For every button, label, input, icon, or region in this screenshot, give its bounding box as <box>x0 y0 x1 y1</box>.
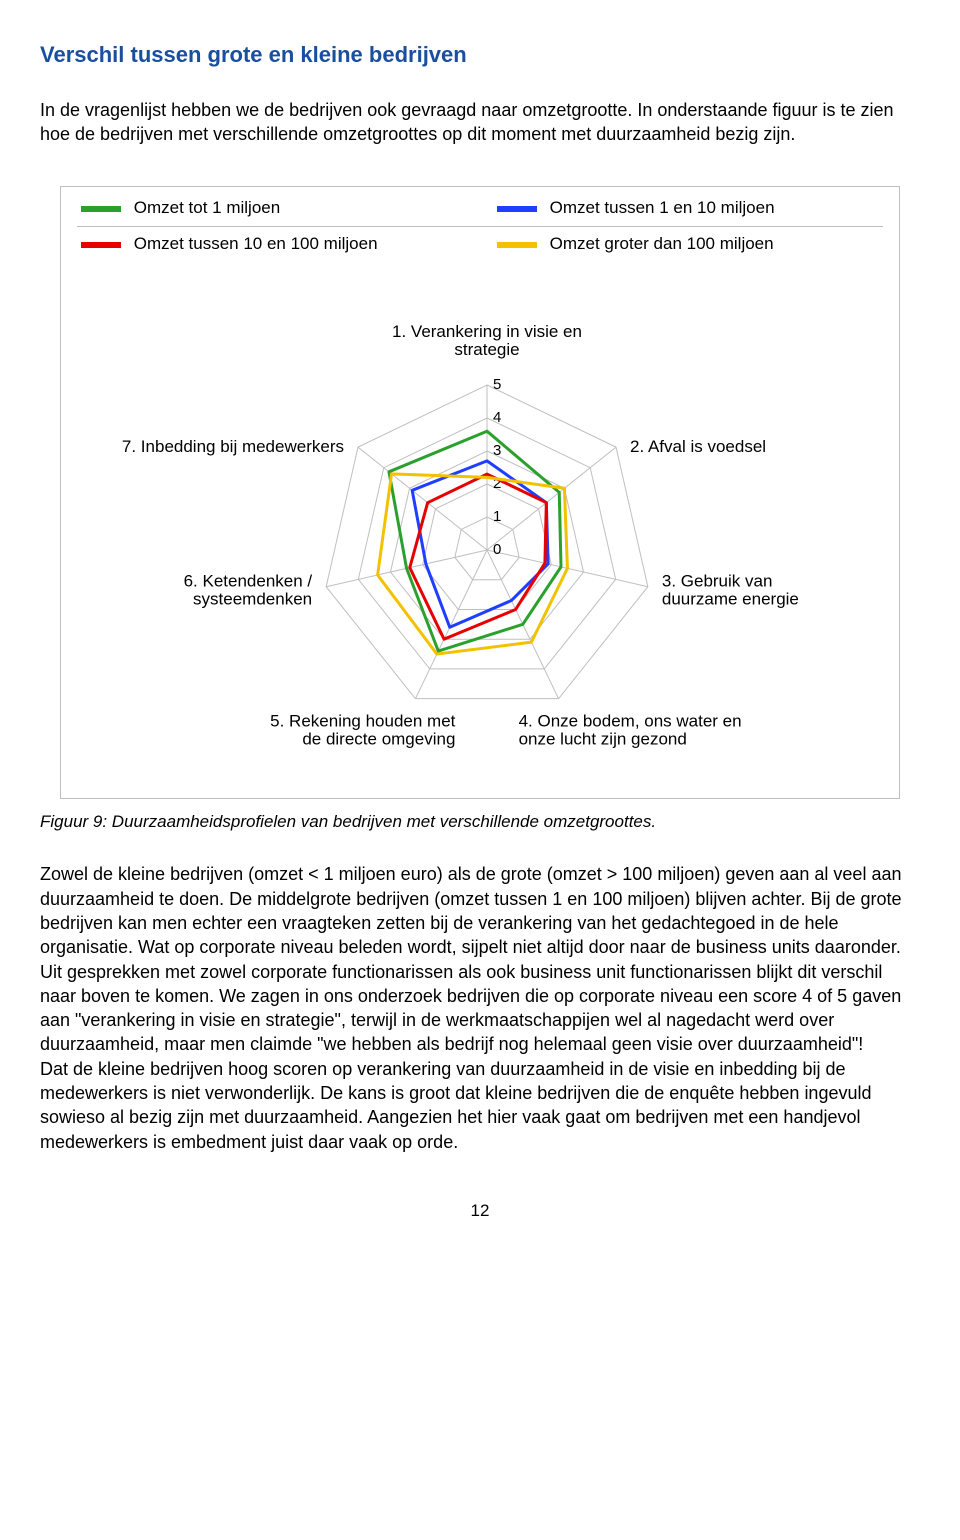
legend-label-0: Omzet tot 1 miljoen <box>134 198 280 217</box>
legend-swatch-3 <box>497 242 537 248</box>
legend-label-2: Omzet tussen 10 en 100 miljoen <box>134 234 378 253</box>
legend-label-3: Omzet groter dan 100 miljoen <box>550 234 774 253</box>
svg-text:de directe omgeving: de directe omgeving <box>302 730 455 749</box>
svg-text:2. Afval is voedsel: 2. Afval is voedsel <box>630 437 766 456</box>
svg-text:5: 5 <box>493 376 501 393</box>
svg-text:4. Onze bodem, ons water en: 4. Onze bodem, ons water en <box>519 712 742 731</box>
intro-paragraph: In de vragenlijst hebben we de bedrijven… <box>40 98 920 147</box>
svg-text:onze lucht zijn gezond: onze lucht zijn gezond <box>519 730 687 749</box>
body-text: Zowel de kleine bedrijven (omzet < 1 mil… <box>40 862 920 1154</box>
svg-text:0: 0 <box>493 541 501 558</box>
legend-swatch-0 <box>81 206 121 212</box>
radar-chart: 0123451. Verankering in visie enstrategi… <box>77 268 897 788</box>
svg-text:1: 1 <box>493 508 501 525</box>
svg-text:duurzame energie: duurzame energie <box>662 590 799 609</box>
page-number: 12 <box>40 1200 920 1223</box>
legend-swatch-2 <box>81 242 121 248</box>
svg-text:6. Ketendenken /: 6. Ketendenken / <box>184 572 313 591</box>
figure-caption: Figuur 9: Duurzaamheidsprofielen van bed… <box>40 811 920 834</box>
svg-text:5. Rekening houden met: 5. Rekening houden met <box>270 712 456 731</box>
svg-text:strategie: strategie <box>454 340 519 359</box>
svg-text:4: 4 <box>493 409 501 426</box>
page-heading: Verschil tussen grote en kleine bedrijve… <box>40 40 920 70</box>
legend-label-1: Omzet tussen 1 en 10 miljoen <box>550 198 775 217</box>
svg-text:3: 3 <box>493 442 501 459</box>
legend-swatch-1 <box>497 206 537 212</box>
svg-text:systeemdenken: systeemdenken <box>193 590 312 609</box>
chart-legend: Omzet tot 1 miljoen Omzet tussen 1 en 10… <box>77 191 883 262</box>
radar-chart-container: Omzet tot 1 miljoen Omzet tussen 1 en 10… <box>60 186 900 799</box>
svg-text:3. Gebruik van: 3. Gebruik van <box>662 572 773 591</box>
svg-text:1. Verankering in visie en: 1. Verankering in visie en <box>392 322 582 341</box>
svg-text:7. Inbedding bij medewerkers: 7. Inbedding bij medewerkers <box>122 437 344 456</box>
